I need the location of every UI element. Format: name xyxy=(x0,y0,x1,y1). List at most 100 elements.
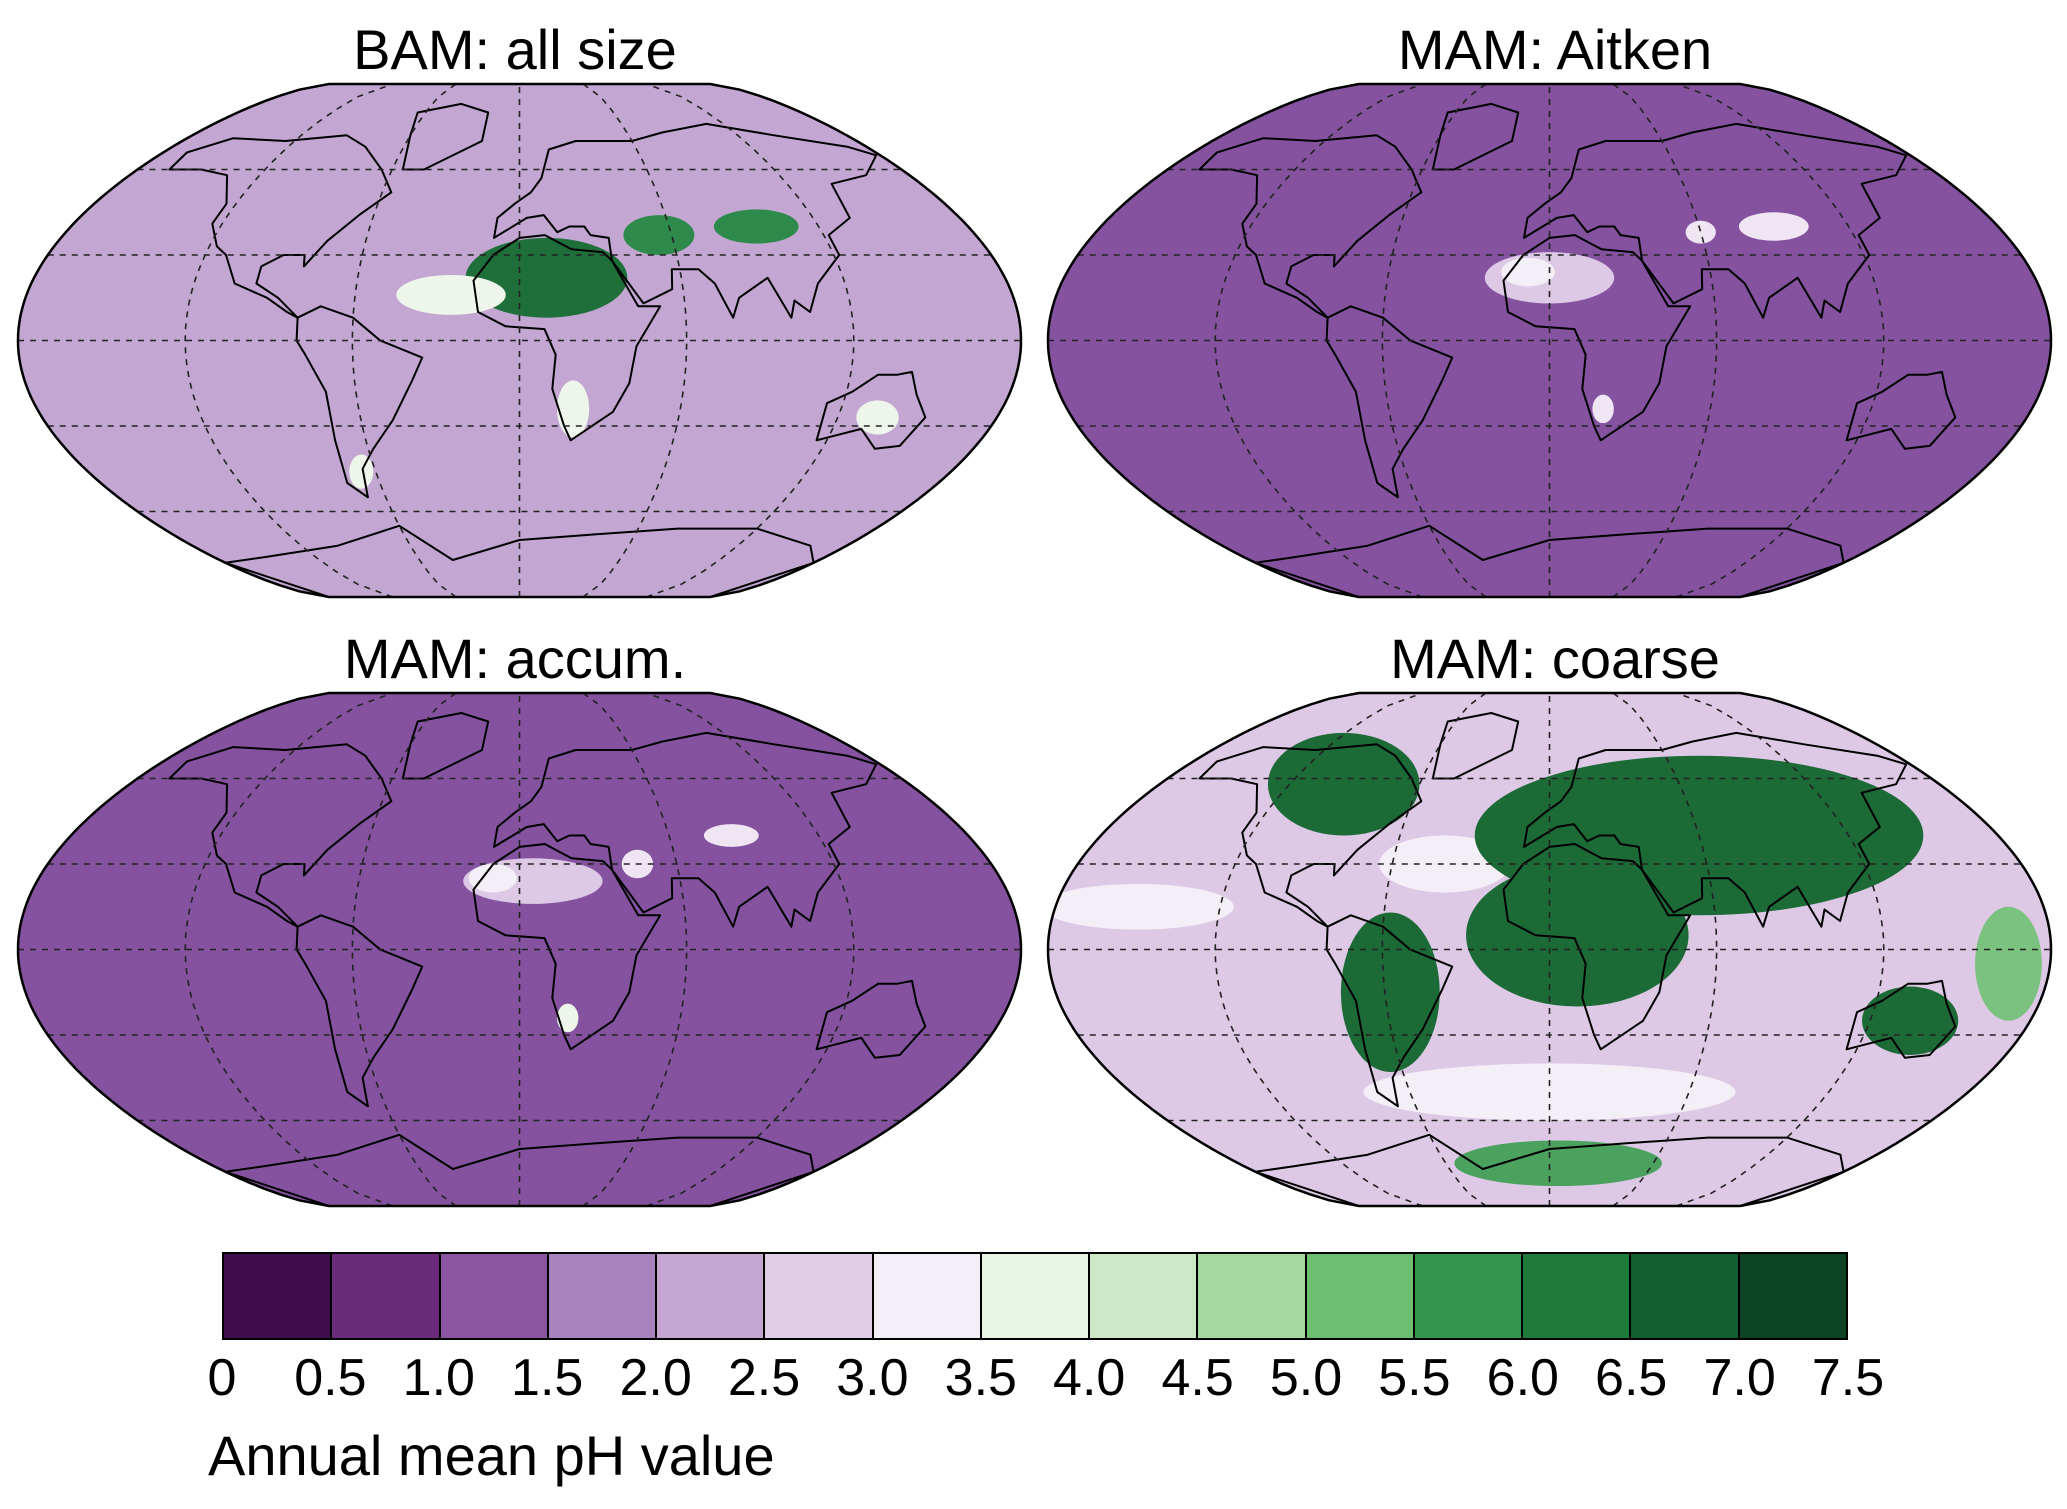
map-panel-mam-accum xyxy=(16,691,1023,1208)
colorbar xyxy=(222,1252,1848,1340)
longitude-gridline xyxy=(1214,84,1423,597)
colorbar-tick-label: 6.0 xyxy=(1486,1349,1559,1407)
ph-field-region xyxy=(1048,883,1234,930)
colorbar-tick-label: 1.5 xyxy=(511,1349,584,1407)
colorbar-bin-10 xyxy=(1306,1254,1415,1338)
map-panel-mam-aitken xyxy=(1046,82,2053,599)
coastline-australia xyxy=(1845,979,1957,1059)
colorbar-bin-12 xyxy=(1523,1254,1632,1338)
colorbar-tick-label: 7.5 xyxy=(1811,1349,1885,1407)
longitude-gridline xyxy=(184,693,393,1206)
colorbar-bin-9 xyxy=(1198,1254,1307,1338)
panel-title-aitken: MAM: Aitken xyxy=(1397,18,1713,81)
colorbar-tick-label: 5.0 xyxy=(1269,1349,1343,1407)
coastline-northAmerica xyxy=(168,743,393,928)
ph-field-region xyxy=(713,209,799,244)
ph-field-region xyxy=(1379,835,1511,893)
colorbar-bin-4 xyxy=(657,1254,766,1338)
longitude-gridline xyxy=(351,84,457,597)
coastline-africa xyxy=(472,234,662,442)
coastline-eurasia xyxy=(1523,122,1908,319)
colorbar-tick-label: 7.0 xyxy=(1703,1349,1776,1407)
colorbar-bin-1 xyxy=(332,1254,441,1338)
coastline-eurasia xyxy=(493,122,878,319)
colorbar-bin-8 xyxy=(1090,1254,1199,1338)
ph-field-region xyxy=(1685,220,1716,244)
colorbar-tick-label: 1.0 xyxy=(402,1349,475,1407)
longitude-gridline xyxy=(184,84,393,597)
colorbar-tick-label: 4.5 xyxy=(1161,1349,1234,1407)
longitude-gridline xyxy=(1612,693,1718,1206)
longitude-gridline xyxy=(1381,84,1487,597)
longitude-gridline xyxy=(1381,693,1487,1206)
colorbar-bin-2 xyxy=(440,1254,549,1338)
colorbar-bin-13 xyxy=(1631,1254,1740,1338)
colorbar-bin-0 xyxy=(224,1254,333,1338)
ph-field-region xyxy=(1454,1140,1662,1187)
ph-field-region xyxy=(1340,912,1440,1073)
longitude-gridline xyxy=(1214,693,1423,1206)
coastline-australia xyxy=(815,370,927,450)
colorbar-bin-7 xyxy=(981,1254,1091,1338)
colorbar-bin-5 xyxy=(765,1254,874,1338)
colorbar-label: Annual mean pH value xyxy=(208,1424,775,1487)
panel-title-accum: MAM: accum. xyxy=(343,627,687,690)
panel-title-coarse: MAM: coarse xyxy=(1390,627,1720,690)
coastline-southAmerica xyxy=(295,914,424,1108)
coastline-southAmerica xyxy=(295,305,424,499)
longitude-gridline xyxy=(1612,84,1718,597)
map-border xyxy=(1046,82,2053,599)
colorbar-bin-6 xyxy=(873,1254,982,1338)
colorbar-bin-3 xyxy=(548,1254,658,1338)
colorbar-tick-label: 0.5 xyxy=(294,1349,367,1407)
longitude-gridline xyxy=(582,693,688,1206)
coastline-northAmerica xyxy=(168,134,393,319)
coastline-eurasia xyxy=(493,731,878,928)
coastline-northAmerica xyxy=(1198,134,1423,319)
panel-title-bam: BAM: all size xyxy=(353,18,677,81)
longitude-gridline xyxy=(1676,84,1885,597)
coastline-eurasia xyxy=(1523,731,1908,928)
colorbar-tick-label: 2.5 xyxy=(727,1349,801,1407)
coastline-greenland xyxy=(1431,712,1520,780)
coastline-greenland xyxy=(1431,102,1520,171)
coastline-greenland xyxy=(401,102,490,171)
ph-field-region xyxy=(1738,212,1809,241)
ph-field-region xyxy=(468,864,517,893)
colorbar-tick-label: 3.0 xyxy=(836,1349,909,1407)
coastline-southAmerica xyxy=(1325,914,1454,1108)
coastline-australia xyxy=(815,979,927,1059)
ph-field-region xyxy=(1267,732,1420,836)
coastline-africa xyxy=(1502,234,1692,442)
colorbar-tick-label: 3.5 xyxy=(944,1349,1017,1407)
coastline-africa xyxy=(1502,843,1692,1051)
coastline-africa xyxy=(472,843,662,1051)
colorbar-tick-label: 6.5 xyxy=(1595,1349,1668,1407)
map-panel-bam-all-size xyxy=(16,82,1023,599)
longitude-gridline xyxy=(1676,693,1885,1206)
ph-field-region xyxy=(396,274,506,315)
ph-field-region xyxy=(703,824,759,847)
longitude-gridline xyxy=(646,693,855,1206)
colorbar-tick-label: 0 xyxy=(207,1349,237,1407)
map-border xyxy=(1046,691,2053,1208)
longitude-gridline xyxy=(646,84,855,597)
colorbar-bin-14 xyxy=(1739,1254,1846,1338)
ph-field-region xyxy=(557,380,590,438)
ph-field-region xyxy=(557,1003,579,1033)
coastline-northAmerica xyxy=(1198,743,1423,928)
coastline-greenland xyxy=(401,712,490,780)
coastline-australia xyxy=(1845,370,1957,450)
longitude-gridline xyxy=(582,84,688,597)
ph-field-region xyxy=(1592,394,1614,424)
longitude-gridline xyxy=(351,693,457,1206)
map-border xyxy=(16,691,1023,1208)
ph-field-region xyxy=(1466,864,1689,1007)
colorbar-tick-label: 2.0 xyxy=(619,1349,692,1407)
colorbar-tick-label: 4.0 xyxy=(1053,1349,1126,1407)
map-border xyxy=(16,82,1023,599)
ph-field-region xyxy=(465,237,628,318)
coastline-southAmerica xyxy=(1325,305,1454,499)
ph-field-region xyxy=(1975,906,2042,1021)
